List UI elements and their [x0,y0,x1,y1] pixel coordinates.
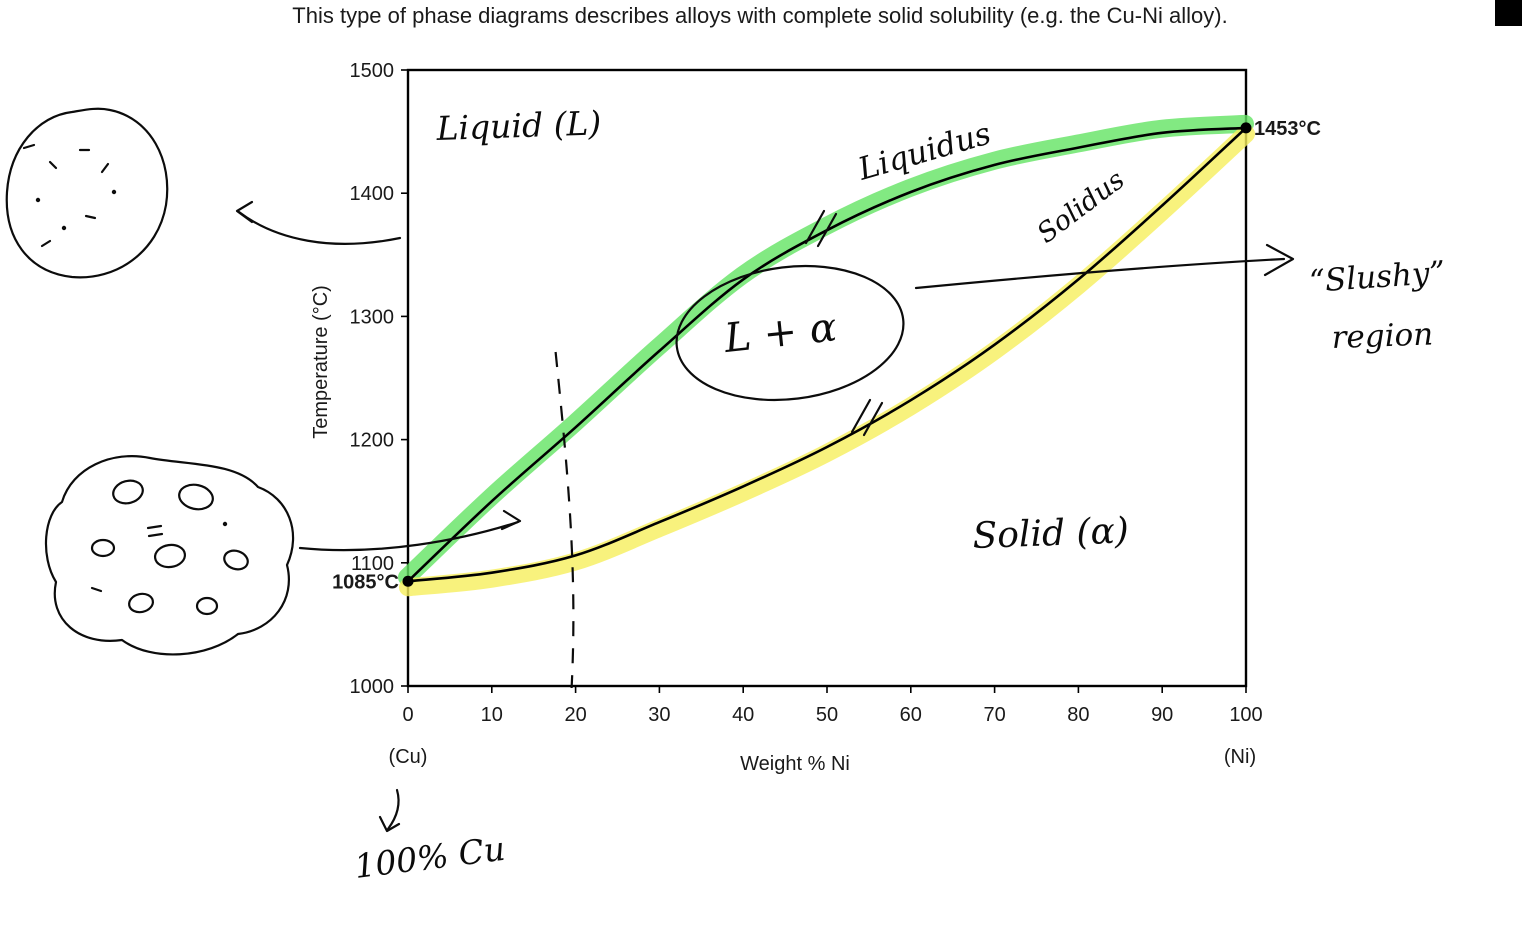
page-title: This type of phase diagrams describes al… [292,3,1227,28]
sketch-dot [111,189,117,195]
grain-sketch [223,549,249,571]
screen-corner-artifact [1495,0,1522,26]
solidus-curve [407,126,1247,583]
sketch-mark [40,239,52,248]
x-tick-label: 20 [564,704,586,726]
solidus-highlight [399,124,1255,597]
dashed-guide-layer [554,351,575,689]
grain-sketch [195,596,219,616]
melting-point-label: 1453°C [1254,118,1321,140]
solid-structure-sketch [44,455,295,656]
solid-region-label: Solid (α) [972,511,1130,557]
liquid-region-label: Liquid (L) [435,103,602,148]
y-tick-label: 1100 [351,553,394,575]
endpoint-dot [402,575,414,587]
curve-highlights [398,114,1255,597]
slushy-arrow-line [914,257,1286,290]
y-tick-label: 1300 [350,306,395,328]
two-phase-region-label: L + α [721,304,839,362]
x-axis-title: Weight % Ni [740,753,850,775]
slushy-arrow-head [1263,243,1295,277]
melting-point-markers: 1085°C 1453°C [332,118,1321,593]
liquidus-hatch-mark [804,209,826,245]
x-axis-left-material-label: (Cu) [389,746,428,768]
grain-sketch [128,592,154,614]
slushy-region-label-line2: region [1331,316,1434,356]
liquid-structure-sketch [5,107,169,279]
liquidus-highlight [398,114,1254,587]
y-tick-label: 1500 [350,60,395,82]
sketch-mark [100,162,110,174]
x-tick-label: 90 [1151,704,1173,726]
y-tick-label: 1200 [350,430,395,452]
sketch-mark [48,160,58,170]
sketch-dot [222,521,228,527]
two-phase-circle-sketch [675,264,905,402]
sketch-mark [84,214,97,220]
solidus-hatch-mark [862,401,884,437]
grain-sketch [112,479,144,505]
y-tick-label: 1000 [350,676,395,698]
sketch-dot [61,225,67,231]
pure-copper-note: 100% Cu [352,829,507,886]
pure-cu-arrow-line [386,788,400,831]
x-tick-label: 50 [816,704,838,726]
x-axis-right-material-label: (Ni) [1224,746,1256,768]
solidus-label: Solidus [1032,164,1131,249]
plot-frame [406,68,1248,688]
solid-arrow-line [298,520,520,552]
x-tick-label: 100 [1229,704,1262,726]
slushy-region-label-line1: “Slushy” [1308,255,1446,300]
liquidus-hatch-mark [816,212,838,248]
liquid-arrow-line [237,210,402,245]
sketch-mark [90,586,103,593]
x-tick-label: 70 [983,704,1005,726]
sketch-mark [146,524,163,530]
sketch-mark [22,143,36,150]
melting-point-label: 1085°C [332,571,399,593]
endpoint-dot [1240,122,1252,134]
y-tick-label: 1400 [350,183,395,205]
sketch-dot [35,197,41,203]
pure-cu-arrow-head [378,815,401,833]
liquidus-curve [407,126,1247,583]
y-axis-title: Temperature (°C) [310,285,332,439]
x-tick-label: 60 [900,704,922,726]
phase-boundary-curves [407,126,1247,583]
x-tick-label: 30 [648,704,670,726]
x-tick-label: 0 [402,704,413,726]
grain-sketch [153,543,187,569]
composition-dashed-guide [554,351,575,689]
grain-sketch [90,538,116,558]
hand-drawn-ink [5,107,1295,833]
x-tick-label: 40 [732,704,754,726]
x-tick-label: 80 [1067,704,1089,726]
axis-ticks-and-labels: 1000 1100 1200 1300 1400 1500 0 10 20 30 40 50 60 70 8… [350,60,1263,726]
sketch-mark [147,532,164,538]
grain-sketch [178,483,214,511]
x-tick-label: 10 [481,704,503,726]
solid-arrow-head [500,509,522,531]
liquid-arrow-head [235,200,254,224]
solidus-hatch-mark [850,398,872,434]
